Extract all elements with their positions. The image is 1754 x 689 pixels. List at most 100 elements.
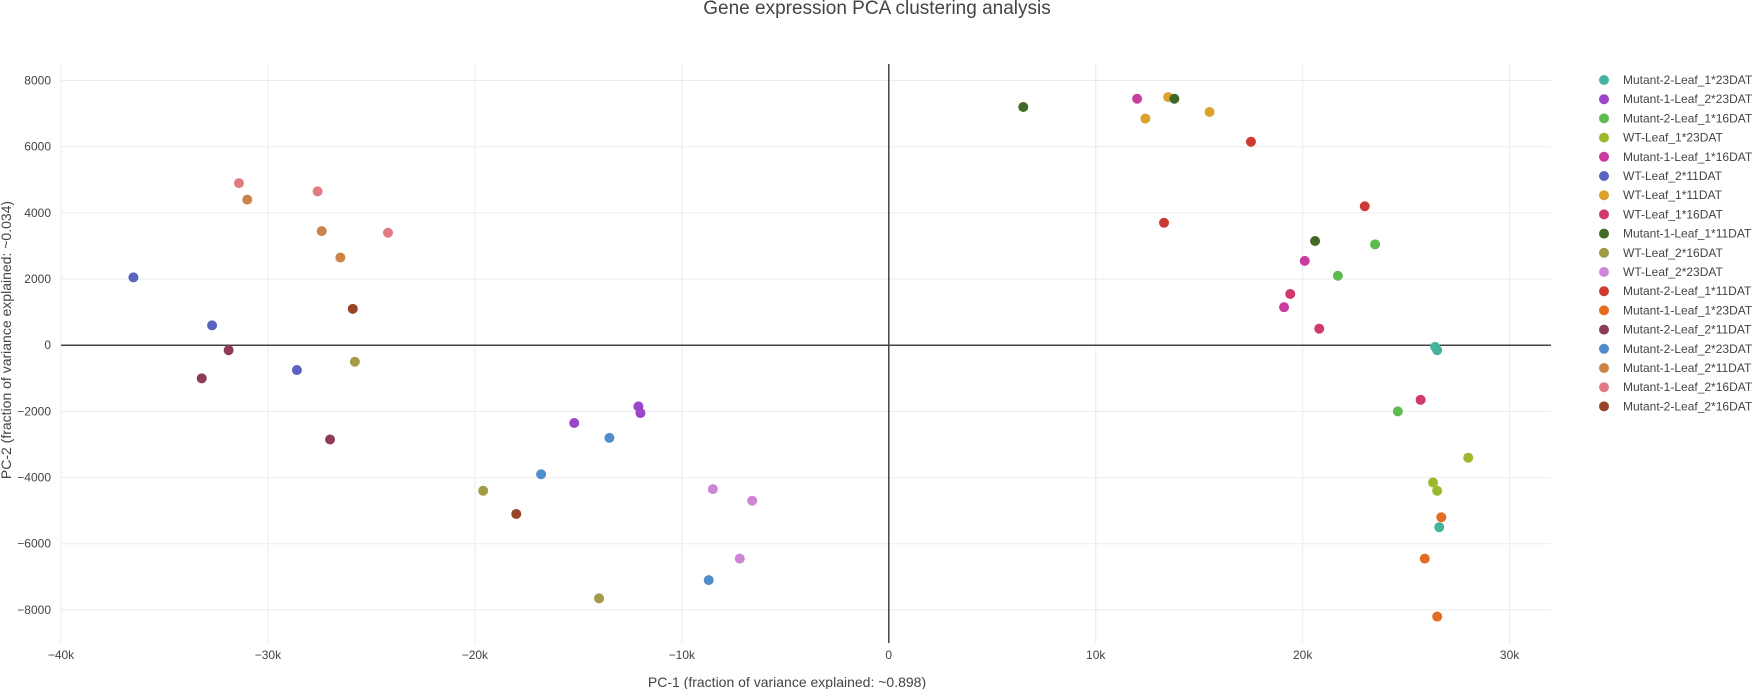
legend-label: Mutant-1-Leaf_2*16DAT — [1623, 380, 1753, 394]
data-point — [312, 186, 323, 197]
legend-label: Mutant-2-Leaf_1*11DAT — [1623, 284, 1752, 298]
y-tick-label: −6000 — [17, 537, 51, 551]
data-point — [707, 484, 718, 495]
x-tick-label: 30k — [1500, 648, 1520, 662]
data-point — [335, 252, 346, 263]
legend: Mutant-2-Leaf_1*23DAT Mutant-1-Leaf_2*23D… — [1599, 73, 1753, 413]
y-tick-label: −4000 — [17, 471, 51, 485]
legend-label: Mutant-1-Leaf_1*11DAT — [1623, 227, 1752, 241]
legend-marker — [1599, 305, 1609, 316]
data-point — [703, 575, 714, 586]
legend-label: WT-Leaf_2*23DAT — [1623, 265, 1723, 279]
legend-item[interactable]: WT-Leaf_1*16DAT — [1599, 207, 1723, 221]
y-tick-label: 8000 — [24, 74, 51, 88]
legend-item[interactable]: Mutant-1-Leaf_2*23DAT — [1599, 92, 1753, 106]
data-point — [1332, 270, 1343, 281]
legend-label: Mutant-1-Leaf_1*16DAT — [1623, 150, 1753, 164]
data-point — [382, 227, 393, 238]
data-point — [1436, 512, 1447, 523]
x-tick-label: −30k — [255, 648, 282, 662]
data-point — [233, 178, 244, 189]
data-point — [536, 469, 547, 480]
data-point — [1279, 302, 1290, 313]
data-point — [594, 593, 605, 604]
data-points — [128, 92, 1474, 622]
y-tick-label: 0 — [44, 338, 51, 352]
legend-marker — [1599, 171, 1609, 181]
legend-marker — [1599, 132, 1609, 143]
data-point — [1159, 217, 1170, 228]
legend-item[interactable]: Mutant-1-Leaf_2*16DAT — [1599, 380, 1753, 394]
data-point — [1432, 345, 1443, 356]
y-tick-label: 6000 — [24, 140, 51, 154]
x-tick-label: −40k — [48, 648, 75, 662]
y-tick-label: −2000 — [17, 404, 51, 418]
data-point — [1359, 201, 1370, 212]
legend-label: Mutant-2-Leaf_2*16DAT — [1623, 399, 1753, 413]
legend-marker — [1599, 401, 1609, 412]
data-point — [1370, 239, 1381, 250]
chart-title: Gene expression PCA clustering analysis — [703, 0, 1050, 19]
y-tick-label: −8000 — [17, 603, 51, 617]
legend-marker — [1599, 343, 1609, 354]
legend-item[interactable]: Mutant-2-Leaf_1*23DAT — [1599, 73, 1753, 87]
legend-label: WT-Leaf_1*23DAT — [1623, 131, 1723, 145]
legend-item[interactable]: WT-Leaf_1*23DAT — [1599, 131, 1723, 145]
data-point — [1415, 394, 1426, 405]
x-tick-label: 0 — [885, 648, 892, 662]
y-tick-label: 2000 — [24, 272, 51, 286]
legend-marker — [1599, 363, 1609, 373]
grid-layer — [60, 64, 1551, 643]
legend-item[interactable]: Mutant-1-Leaf_2*11DAT — [1599, 361, 1752, 375]
legend-item[interactable]: Mutant-2-Leaf_2*23DAT — [1599, 342, 1753, 356]
data-point — [734, 553, 745, 564]
data-point — [1434, 522, 1445, 533]
data-point — [291, 365, 302, 376]
data-point — [325, 434, 336, 445]
legend-item[interactable]: Mutant-2-Leaf_1*16DAT — [1599, 111, 1753, 125]
data-point — [1132, 93, 1143, 104]
legend-item[interactable]: Mutant-2-Leaf_2*16DAT — [1599, 399, 1753, 413]
legend-label: Mutant-1-Leaf_2*23DAT — [1623, 92, 1753, 106]
legend-label: Mutant-2-Leaf_2*11DAT — [1623, 323, 1752, 337]
data-point — [1432, 485, 1443, 496]
legend-marker — [1599, 324, 1609, 335]
data-point — [1463, 452, 1474, 463]
legend-label: WT-Leaf_1*16DAT — [1623, 207, 1723, 221]
legend-item[interactable]: Mutant-2-Leaf_1*11DAT — [1599, 284, 1752, 298]
data-point — [1285, 288, 1296, 299]
legend-item[interactable]: Mutant-2-Leaf_2*11DAT — [1599, 323, 1752, 337]
x-tick-label: −10k — [669, 648, 696, 662]
legend-item[interactable]: WT-Leaf_2*11DAT — [1599, 169, 1723, 183]
y-tick-label: 4000 — [24, 206, 51, 220]
data-point — [1018, 102, 1029, 113]
legend-label: Mutant-2-Leaf_1*16DAT — [1623, 111, 1753, 125]
data-point — [1428, 477, 1439, 488]
y-axis-title: PC-2 (fraction of variance explained: ~0… — [0, 201, 14, 479]
legend-label: Mutant-2-Leaf_2*23DAT — [1623, 342, 1753, 356]
legend-marker — [1599, 267, 1609, 277]
data-point — [478, 485, 489, 496]
x-axis-title: PC-1 (fraction of variance explained: ~0… — [648, 674, 926, 689]
legend-item[interactable]: Mutant-1-Leaf_1*16DAT — [1599, 150, 1753, 164]
data-point — [511, 508, 522, 519]
x-tick-label: 20k — [1293, 648, 1313, 662]
legend-item[interactable]: WT-Leaf_2*16DAT — [1599, 246, 1723, 260]
legend-item[interactable]: Mutant-1-Leaf_1*11DAT — [1599, 227, 1752, 241]
legend-item[interactable]: Mutant-1-Leaf_1*23DAT — [1599, 303, 1753, 317]
legend-label: WT-Leaf_1*11DAT — [1623, 188, 1723, 202]
legend-item[interactable]: WT-Leaf_1*11DAT — [1599, 188, 1723, 202]
zero-lines — [61, 64, 1551, 643]
legend-item[interactable]: WT-Leaf_2*23DAT — [1599, 265, 1723, 279]
legend-label: WT-Leaf_2*11DAT — [1623, 169, 1723, 183]
data-point — [1204, 106, 1215, 117]
data-point — [1299, 255, 1310, 266]
data-point — [1392, 406, 1403, 417]
data-point — [1169, 93, 1180, 104]
data-point — [1140, 113, 1151, 124]
data-point — [1245, 136, 1256, 147]
legend-marker — [1599, 247, 1609, 258]
data-point — [223, 345, 234, 356]
data-point — [1310, 236, 1321, 247]
